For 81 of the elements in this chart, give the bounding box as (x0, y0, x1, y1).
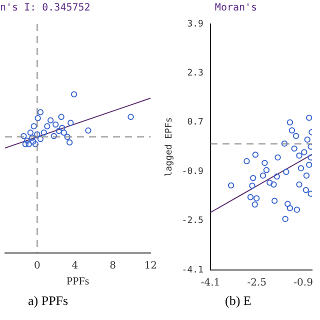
point (24, 138, 30, 144)
x-tick-label: -0.9 (294, 278, 313, 289)
point (288, 127, 296, 134)
point (301, 149, 308, 156)
point (34, 131, 40, 138)
y-tick-label: 0.7 (187, 118, 204, 128)
point (64, 134, 70, 140)
point (40, 130, 47, 136)
point (44, 123, 50, 130)
point (296, 152, 302, 159)
point (252, 201, 258, 208)
point (306, 114, 312, 121)
point (296, 181, 302, 188)
x-tick-label: 0 (34, 260, 40, 272)
point (59, 124, 66, 132)
point (56, 128, 62, 134)
point (34, 115, 41, 122)
x-axis-title: PPFs (66, 275, 90, 288)
point (281, 140, 288, 147)
point (294, 206, 300, 213)
text: (b) E (225, 293, 252, 309)
y-tick-label: 2.3 (187, 68, 204, 79)
point (286, 205, 294, 212)
point (260, 172, 266, 179)
point (303, 172, 310, 179)
x-tick-label: -2.5 (247, 278, 267, 289)
point (228, 182, 234, 189)
point (27, 130, 34, 136)
point (249, 182, 256, 189)
point (128, 114, 134, 120)
point (52, 121, 59, 128)
point (262, 160, 268, 166)
point (282, 216, 288, 222)
x-tick-label: 8 (110, 260, 116, 272)
point (291, 145, 298, 152)
point (283, 168, 290, 176)
point (304, 136, 310, 143)
point (85, 127, 92, 134)
point (50, 132, 57, 140)
chart-title: n's I: 0.345752 (0, 2, 90, 14)
point (253, 195, 260, 202)
y-axis-title: lagged EPFs (164, 117, 175, 177)
point (30, 123, 37, 130)
point (306, 162, 312, 168)
point (32, 141, 39, 148)
point (270, 181, 277, 188)
point (37, 136, 44, 142)
x-tick-label: 12 (144, 260, 158, 272)
x-tick-label: 4 (72, 260, 78, 272)
point (58, 114, 64, 120)
point (29, 134, 36, 141)
x-tick-label: -4.1 (200, 278, 220, 289)
point (47, 117, 54, 124)
point (30, 138, 36, 145)
point (68, 120, 74, 126)
point (266, 180, 273, 186)
point (292, 132, 300, 140)
point (250, 174, 256, 182)
point (22, 141, 29, 148)
y-tick-label: -0.9 (182, 166, 204, 177)
point (302, 186, 310, 194)
point (263, 166, 270, 174)
point (37, 109, 44, 116)
point (286, 119, 294, 126)
point (274, 173, 280, 180)
text: a) PPFs (28, 293, 68, 309)
point (298, 165, 304, 172)
point (244, 158, 250, 164)
chart-title: Moran's (214, 2, 258, 14)
point (252, 152, 259, 158)
point (20, 132, 27, 140)
point (274, 154, 281, 161)
point (284, 200, 291, 207)
y-tick-label: -2.5 (182, 216, 204, 226)
point (271, 198, 278, 204)
point (26, 141, 32, 148)
point (60, 130, 68, 136)
point (66, 139, 73, 146)
point (70, 91, 78, 98)
y-tick-label: 3.9 (187, 19, 204, 30)
point (247, 194, 254, 200)
